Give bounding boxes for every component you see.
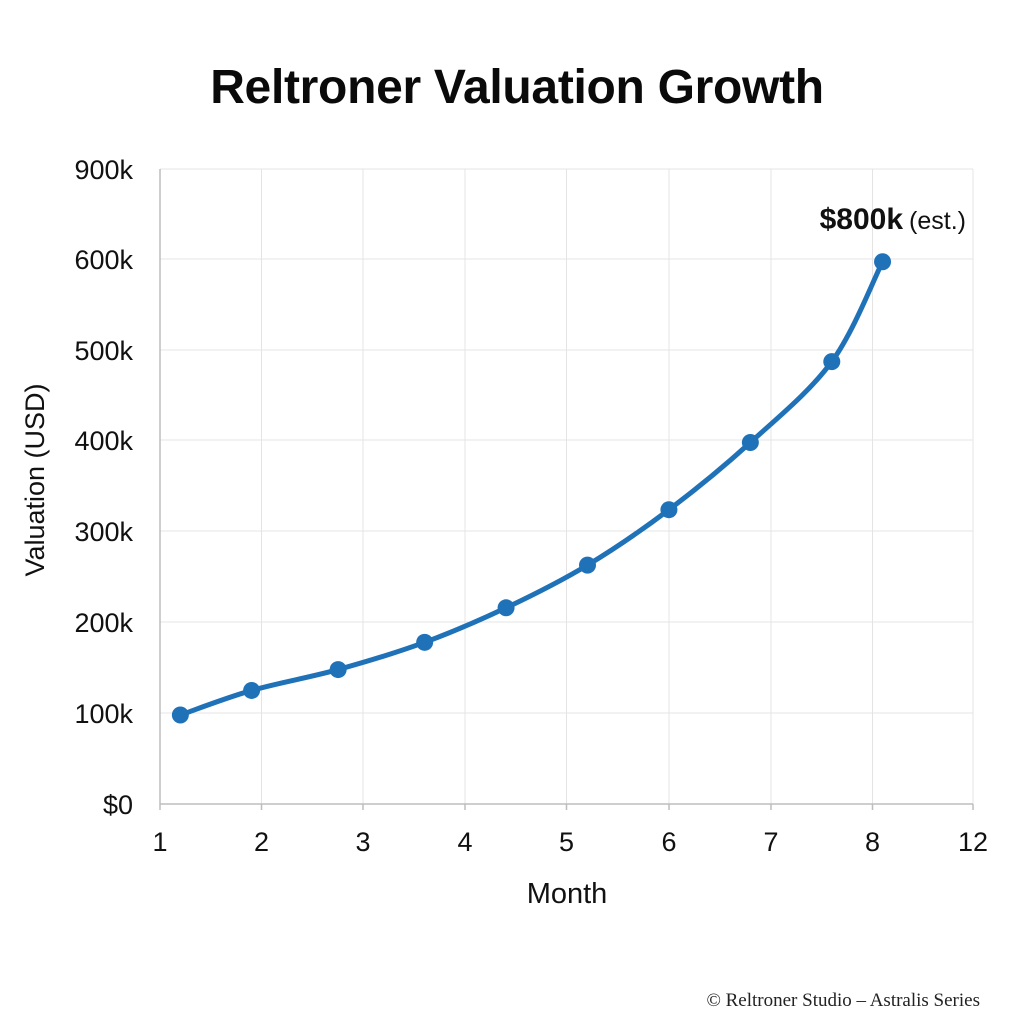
annotation-label: $800k (est.) xyxy=(820,203,966,236)
y-tick-label: 600k xyxy=(74,245,133,275)
y-tick-label: 100k xyxy=(74,699,133,729)
data-point xyxy=(823,353,841,371)
data-point xyxy=(579,556,596,574)
y-tick-label: 200k xyxy=(74,608,133,638)
x-tick-label: 2 xyxy=(254,827,269,857)
x-tick-label: 5 xyxy=(559,827,574,857)
x-tick-label: 1 xyxy=(152,827,167,857)
x-tick-label: 4 xyxy=(457,827,472,857)
x-tick-label: 12 xyxy=(958,827,988,857)
data-point xyxy=(497,599,515,617)
x-tick-label: 3 xyxy=(355,827,370,857)
data-point xyxy=(171,706,189,724)
data-point xyxy=(741,433,759,451)
y-axis-label: Valuation (USD) xyxy=(20,383,50,576)
data-point xyxy=(329,661,347,679)
x-axis-label: Month xyxy=(527,878,608,910)
data-point xyxy=(243,681,261,699)
x-tick-label: 6 xyxy=(661,827,676,857)
x-tick-label: 7 xyxy=(763,827,778,857)
annotation-note: (est.) xyxy=(909,207,966,235)
copyright-text: © Reltroner Studio – Astralis Series xyxy=(706,990,980,1011)
y-tick-label: 300k xyxy=(74,517,133,547)
y-tick-label: 900k xyxy=(74,155,133,185)
series-line xyxy=(177,259,886,718)
data-point xyxy=(660,501,678,519)
x-tick-label: 8 xyxy=(865,827,880,857)
chart-title: Reltroner Valuation Growth xyxy=(210,61,824,114)
y-tick-label: $0 xyxy=(103,790,133,820)
data-point xyxy=(416,633,434,651)
y-tick-label: 400k xyxy=(74,426,133,456)
y-tick-label: 500k xyxy=(74,336,133,366)
annotation-value: $800k xyxy=(820,203,904,236)
data-point xyxy=(874,253,892,271)
